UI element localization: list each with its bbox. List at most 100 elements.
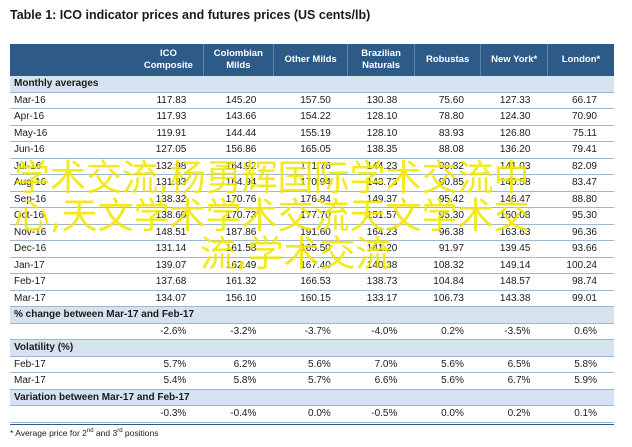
table-row: Jul-16 132.98 164.92 171.76 144.23 90.82 141.0…	[10, 158, 614, 175]
row-label: Mar-17	[10, 290, 134, 307]
table-cell: 70.90	[547, 108, 614, 126]
table-cell: 0.1%	[547, 405, 614, 423]
table-cell: 150.08	[480, 207, 548, 225]
table-cell: 170.73	[203, 207, 274, 225]
table-row: -2.6% -3.2% -3.7% -4.0% 0.2% -3.5% 0.6%	[10, 323, 614, 340]
table-cell: 6.7%	[480, 372, 548, 390]
table-cell: 141.03	[480, 158, 548, 175]
table-cell: 134.07	[134, 290, 204, 307]
table-cell: -3.5%	[480, 323, 548, 340]
header-blank	[10, 44, 134, 76]
table-cell: 96.38	[414, 224, 481, 241]
table-cell: -0.4%	[203, 405, 274, 423]
table-cell: 6.2%	[203, 356, 274, 373]
table-cell: 88.08	[414, 141, 481, 159]
table-cell: 98.74	[547, 273, 614, 291]
table-cell: -2.6%	[134, 323, 204, 340]
table-cell: 131.83	[134, 174, 204, 192]
row-label: May-16	[10, 125, 134, 142]
table-cell: 5.8%	[203, 372, 274, 390]
table-cell: 161.58	[203, 240, 274, 258]
footnote: * Average price for 2nd and 3rd position…	[10, 424, 614, 438]
table-cell: 99.01	[547, 290, 614, 307]
table-cell: 157.50	[273, 92, 348, 109]
table-row: Nov-16 148.51 187.86 191.60 164.23 96.38 163.6…	[10, 224, 614, 241]
row-label: Jan-17	[10, 257, 134, 274]
table-cell: 176.84	[273, 191, 348, 208]
table-cell: 5.4%	[134, 372, 204, 390]
table-cell: 170.76	[203, 191, 274, 208]
table-cell: 106.73	[414, 290, 481, 307]
table-cell: 140.58	[480, 174, 548, 192]
row-label: Jul-16	[10, 158, 134, 175]
table-cell: -4.0%	[347, 323, 415, 340]
table-cell: 170.94	[273, 174, 348, 192]
row-label: Mar-16	[10, 92, 134, 109]
table-cell: 143.38	[480, 290, 548, 307]
table-cell: 164.94	[203, 174, 274, 192]
table-row: Sep-16 138.32 170.76 176.84 149.37 95.42 146.4…	[10, 191, 614, 208]
section-monthly-averages: Monthly averages	[10, 76, 614, 93]
table-cell: 90.82	[414, 158, 481, 175]
col-other-milds: Other Milds	[273, 44, 349, 76]
table-cell: 119.91	[134, 125, 204, 142]
table-cell: 156.10	[203, 290, 274, 307]
row-label: Nov-16	[10, 224, 134, 241]
table-cell: 75.60	[414, 92, 481, 109]
row-label: Dec-16	[10, 240, 134, 258]
table-cell: 162.49	[203, 257, 274, 274]
table-row: Jun-16 127.05 156.86 165.05 138.35 88.08 136.2…	[10, 141, 614, 159]
section-pct-change: % change between Mar-17 and Feb-17	[10, 306, 614, 324]
table-cell: 95.30	[547, 207, 614, 225]
table-cell: 166.53	[273, 273, 348, 291]
table-row: Dec-16 131.14 161.58 165.50 141.20 91.97 139.4…	[10, 240, 614, 258]
table-cell: 154.22	[273, 108, 348, 126]
table-cell: 136.20	[480, 141, 548, 159]
table-cell: 95.30	[414, 207, 481, 225]
table-cell: 191.60	[273, 224, 348, 241]
table-cell: -0.5%	[347, 405, 415, 423]
table-cell: 6.6%	[347, 372, 415, 390]
table-cell: 144.23	[347, 158, 415, 175]
table-cell: 151.57	[347, 207, 415, 225]
table-cell: 143.66	[203, 108, 274, 126]
table-cell: 0.2%	[480, 405, 548, 423]
table-cell: 5.6%	[273, 356, 348, 373]
table-row: Aug-16 131.83 164.94 170.94 143.73 90.85 140.5…	[10, 174, 614, 192]
table-cell: 95.42	[414, 191, 481, 208]
table-cell: 5.7%	[273, 372, 348, 390]
table-cell: 5.7%	[134, 356, 204, 373]
table-row: Mar-16 117.83 145.20 157.50 130.38 75.60 127.3…	[10, 92, 614, 109]
table-cell: 90.85	[414, 174, 481, 192]
table-cell: 128.10	[347, 125, 415, 142]
row-label: Aug-16	[10, 174, 134, 192]
table-cell: 6.5%	[480, 356, 548, 373]
table-cell: 133.17	[347, 290, 415, 307]
table-cell: 140.38	[347, 257, 415, 274]
table-cell: 165.50	[273, 240, 348, 258]
table-cell: 88.80	[547, 191, 614, 208]
table-row: Apr-16 117.93 143.66 154.22 128.10 78.80 124.3…	[10, 108, 614, 126]
table-cell: 146.47	[480, 191, 548, 208]
row-label: Apr-16	[10, 108, 134, 126]
table-cell: 126.80	[480, 125, 548, 142]
table-cell: 5.9%	[547, 372, 614, 390]
row-label: Sep-16	[10, 191, 134, 208]
col-robustas: Robustas	[414, 44, 482, 76]
table-row: Feb-17 5.7% 6.2% 5.6% 7.0% 5.6% 6.5% 5.8%	[10, 356, 614, 373]
table-cell: 139.07	[134, 257, 204, 274]
col-colombian-milds: Colombian Milds	[203, 44, 274, 76]
table-cell: 164.92	[203, 158, 274, 175]
table-cell: 5.6%	[414, 356, 481, 373]
table-cell: 132.98	[134, 158, 204, 175]
price-table: ICO Composite Colombian Milds Other Milds …	[10, 44, 614, 423]
table-row: Mar-17 5.4% 5.8% 5.7% 6.6% 5.6% 6.7% 5.9%	[10, 372, 614, 390]
table-cell: 130.38	[347, 92, 415, 109]
col-london: London*	[547, 44, 614, 76]
row-label: Oct-16	[10, 207, 134, 225]
table-cell: 104.84	[414, 273, 481, 291]
table-cell: 141.20	[347, 240, 415, 258]
table-row: May-16 119.91 144.44 155.19 128.10 83.93 126.8…	[10, 125, 614, 142]
table-cell: 124.30	[480, 108, 548, 126]
col-ico-composite: ICO Composite	[134, 44, 204, 76]
